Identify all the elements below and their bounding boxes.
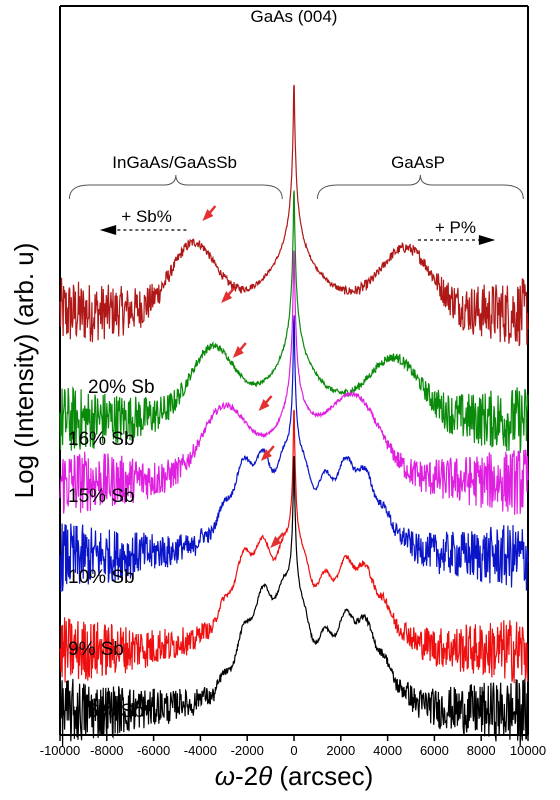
peak-marker-head: [270, 536, 282, 548]
series-label-1: 16% Sb: [68, 429, 135, 450]
x-tick-label-8: 6000: [420, 743, 449, 758]
x-tick-label-7: 4000: [373, 743, 402, 758]
peak-marker-head: [221, 291, 233, 303]
series-label-3: 10% Sb: [68, 567, 135, 588]
series-label-5: 6% Sb: [88, 701, 144, 722]
series-label-0: 20% Sb: [88, 377, 155, 398]
peak-label: GaAs (004): [251, 7, 338, 26]
left-bracket-label: InGaAs/GaAsSb: [112, 153, 237, 172]
series-line-16sb: [59, 190, 529, 454]
p-arrow-head: [478, 235, 496, 245]
series-line-20sb: [59, 84, 529, 347]
series-line-6sb: [59, 455, 529, 747]
x-axis-title: ω-2θ (arcsec): [215, 761, 374, 791]
x-tick-label-2: -6000: [137, 743, 170, 758]
series-label-4: 9% Sb: [68, 639, 124, 660]
x-tick-label-9: 8000: [467, 743, 496, 758]
x-tick-label-6: 2000: [326, 743, 355, 758]
x-tick-label-5: 0: [290, 743, 297, 758]
peak-marker-head: [202, 209, 214, 221]
right-bracket: [316, 174, 524, 200]
peak-marker-head: [260, 449, 272, 461]
sb-arrow-head: [99, 225, 117, 235]
y-axis-title: Log (Intensity) (arb. u): [9, 243, 39, 499]
peak-marker-head: [258, 399, 270, 411]
series-line-10sb: [59, 315, 529, 593]
x-tick-label-1: -8000: [90, 743, 123, 758]
x-tick-label-0: -10000: [40, 743, 80, 758]
right-bracket-label: GaAsP: [391, 153, 445, 172]
series-line-15sb: [59, 250, 529, 515]
series-line-9sb: [59, 409, 529, 684]
x-tick-label-3: -4000: [184, 743, 217, 758]
x-tick-label-4: -2000: [231, 743, 264, 758]
peak-marker-head: [232, 346, 244, 358]
series-label-2: 15% Sb: [68, 486, 135, 507]
p-arrow-label: + P%: [435, 218, 476, 237]
x-tick-label-10: 10000: [510, 743, 546, 758]
left-bracket: [68, 174, 283, 200]
sb-arrow-label: + Sb%: [121, 207, 172, 226]
